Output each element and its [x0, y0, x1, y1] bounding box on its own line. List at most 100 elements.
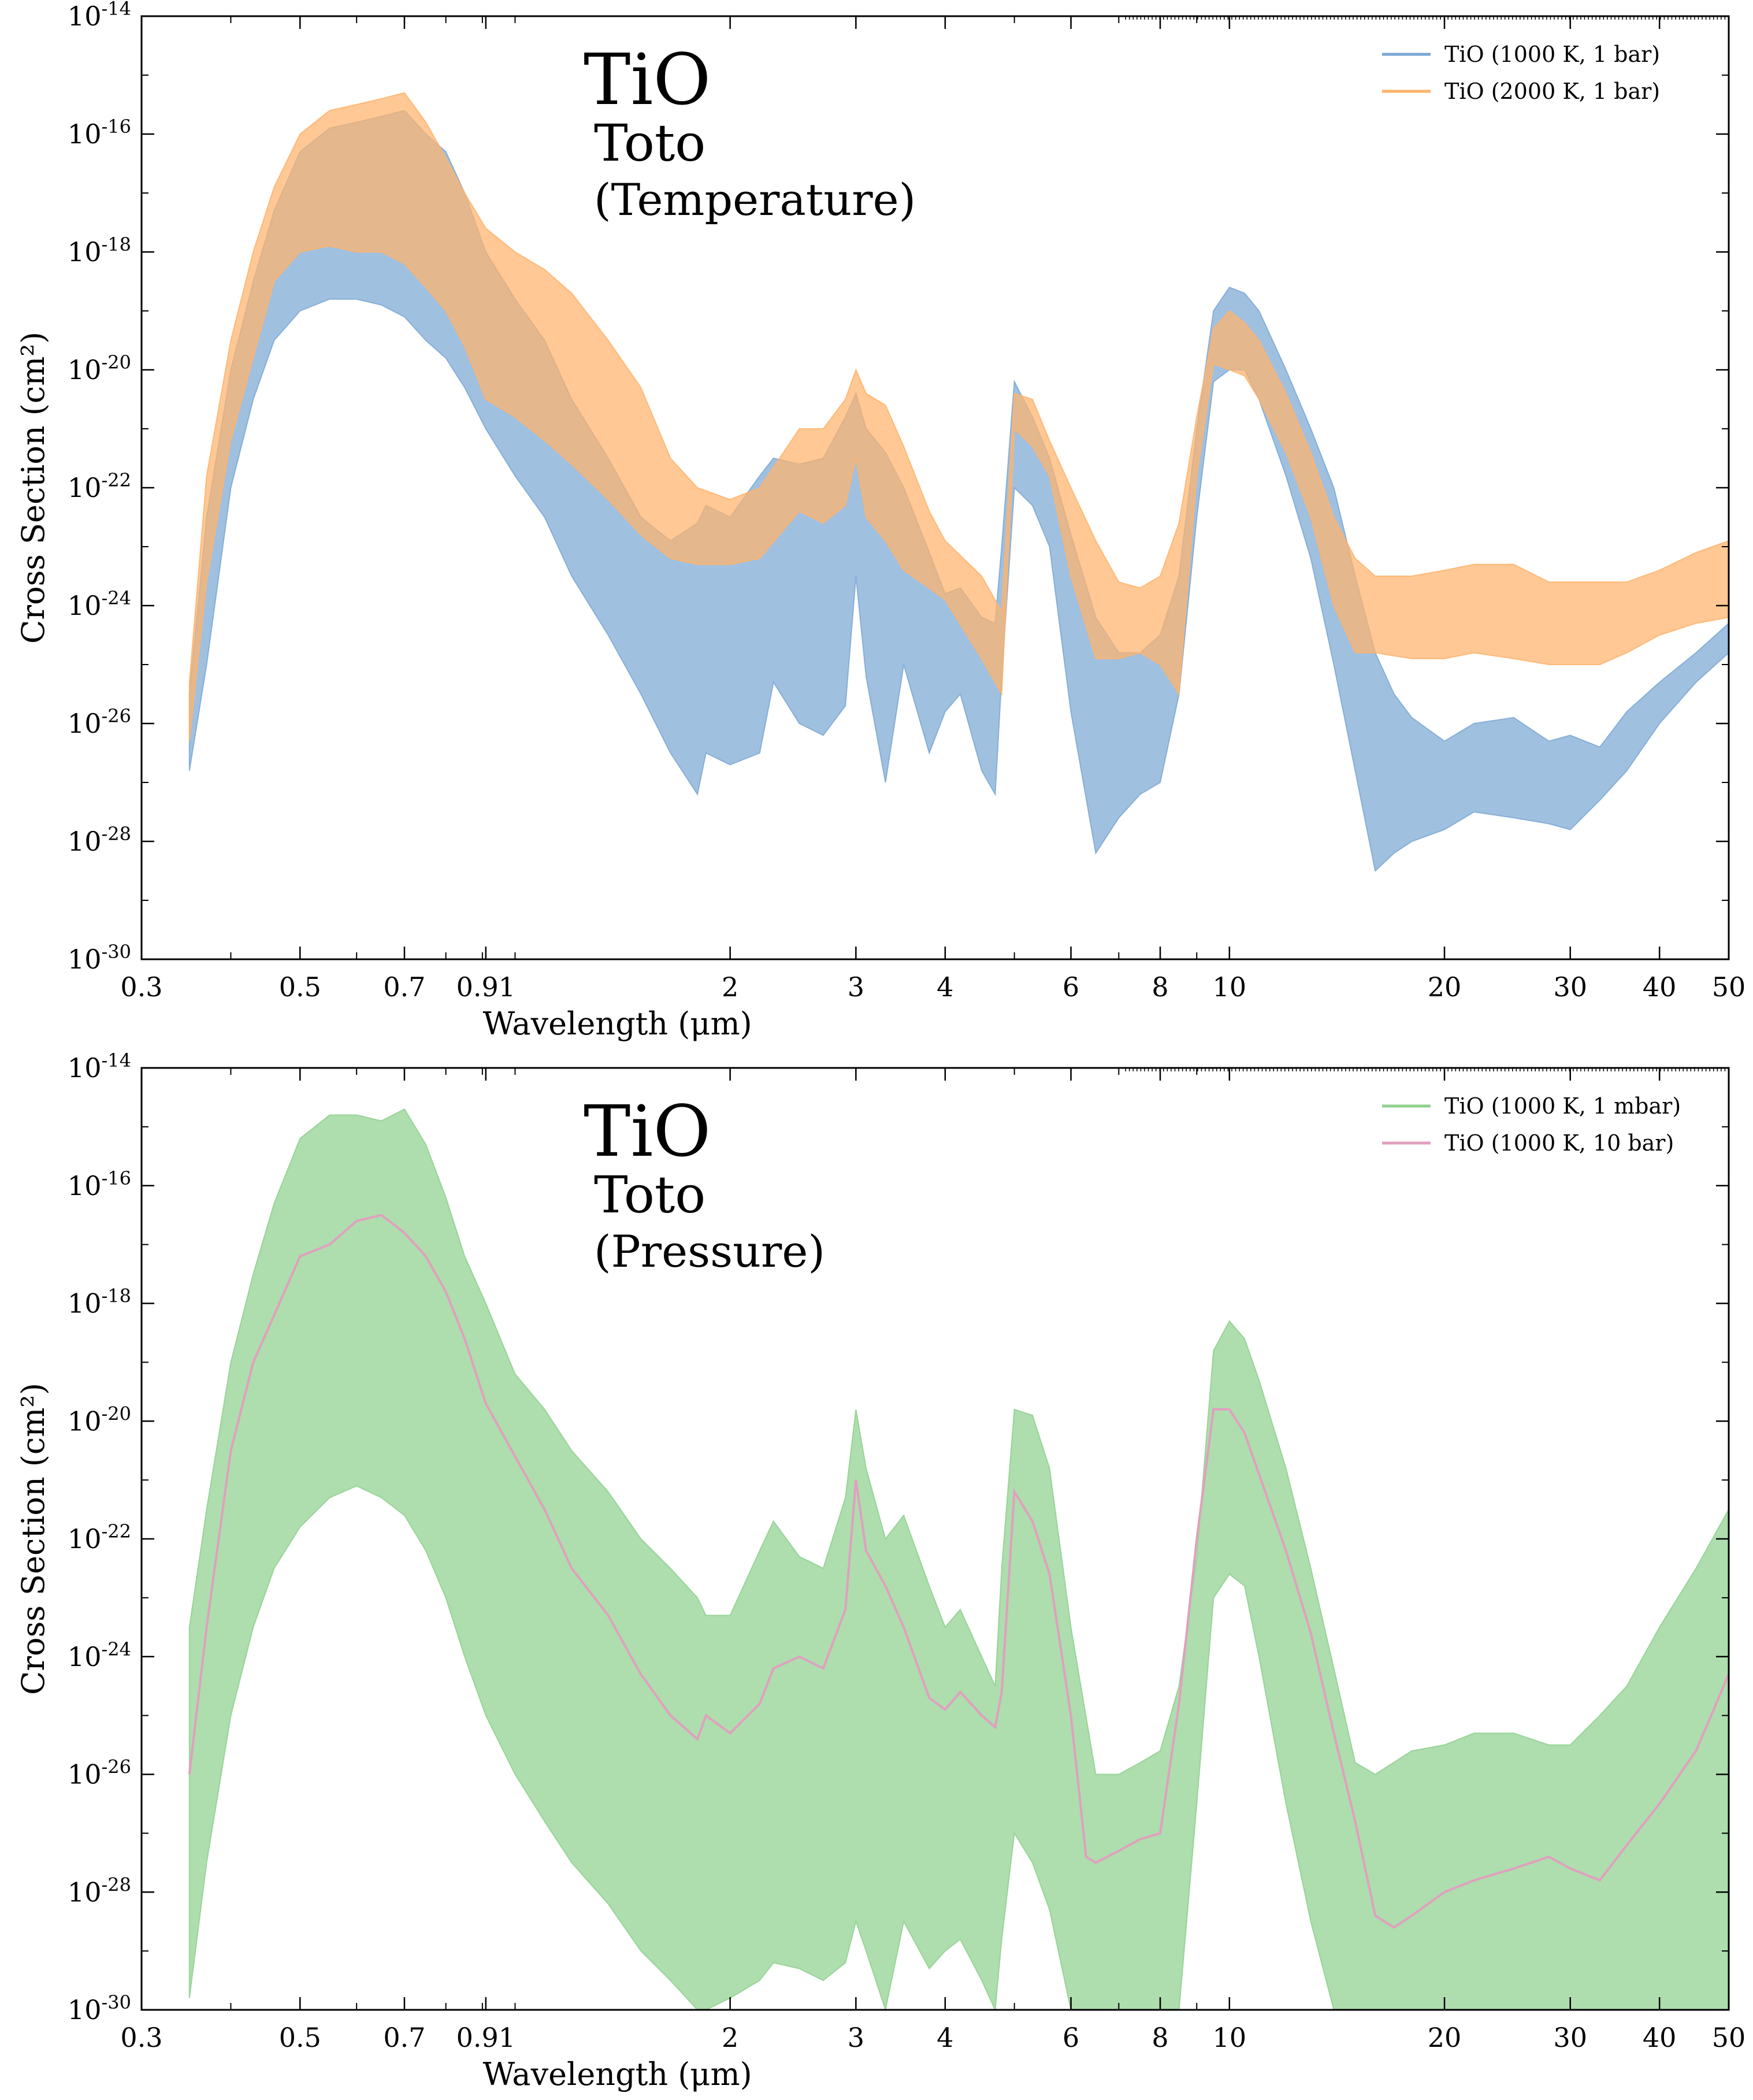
x-tick-label: 40: [1643, 2022, 1677, 2053]
y-axis-label: Cross Section (cm²): [15, 1383, 51, 1695]
y-tick-exponent: -20: [101, 351, 131, 373]
y-tick-base: 10: [68, 1876, 102, 1908]
x-tick-label: 0.3: [120, 2022, 162, 2053]
legend-label: TiO (1000 K, 1 bar): [1444, 42, 1660, 67]
chart-title: TiO: [584, 1090, 711, 1173]
y-tick-base: 10: [68, 1641, 102, 1672]
y-tick-base: 10: [68, 1523, 102, 1554]
y-tick-exponent: -14: [101, 0, 131, 20]
y-tick-base: 10: [68, 826, 102, 857]
y-tick-exponent: -28: [101, 823, 131, 845]
y-tick-label: 10-18: [68, 1285, 131, 1319]
y-tick-exponent: -14: [101, 1049, 131, 1071]
y-tick-label: 10-28: [68, 1873, 131, 1908]
x-tick-label: 30: [1553, 2022, 1587, 2053]
y-tick-label: 10-26: [68, 705, 131, 739]
y-tick-base: 10: [68, 1, 102, 32]
x-tick-label: 0.7: [383, 971, 425, 1003]
chart-subtitle: Toto: [594, 113, 705, 173]
y-tick-base: 10: [68, 708, 102, 739]
x-tick-label: 4: [937, 2022, 953, 2053]
x-tick-label: 20: [1428, 2022, 1462, 2053]
y-tick-label: 10-22: [68, 1520, 131, 1554]
x-tick-label: 50: [1712, 971, 1746, 1003]
x-tick-label: 8: [1152, 971, 1168, 1003]
x-tick-label: 8: [1152, 2022, 1168, 2053]
plot-area: [188, 92, 1729, 872]
y-tick-label: 10-30: [68, 941, 131, 975]
series-1-band: [188, 110, 1729, 872]
y-tick-base: 10: [68, 354, 102, 385]
y-tick-exponent: -30: [101, 1991, 131, 2013]
x-tick-label: 3: [848, 971, 864, 1003]
y-tick-exponent: -16: [101, 116, 131, 138]
y-tick-base: 10: [68, 1759, 102, 1790]
y-tick-label: 10-30: [68, 1991, 131, 2025]
x-axis-label: Wavelength (μm): [483, 2056, 752, 2092]
plot-area: [188, 1108, 1729, 2010]
legend-label: TiO (2000 K, 1 bar): [1444, 79, 1660, 104]
x-tick-label: 0.91: [456, 2022, 515, 2053]
x-tick-label: 0.3: [120, 971, 162, 1003]
y-tick-label: 10-14: [68, 0, 131, 32]
y-tick-exponent: -30: [101, 941, 131, 963]
x-tick-label: 0.5: [279, 971, 321, 1003]
x-tick-label: 3: [848, 2022, 864, 2053]
y-tick-label: 10-14: [68, 1049, 131, 1084]
x-tick-label: 10: [1213, 2022, 1247, 2053]
y-tick-label: 10-22: [68, 469, 131, 503]
chart-subtitle-condition: (Temperature): [594, 174, 916, 225]
y-tick-base: 10: [68, 590, 102, 621]
series-2-line: [188, 1214, 1729, 1929]
x-tick-label: 20: [1428, 971, 1462, 1003]
chart-subtitle: Toto: [594, 1165, 705, 1225]
y-tick-label: 10-28: [68, 823, 131, 857]
y-tick-exponent: -24: [101, 1638, 131, 1660]
y-tick-base: 10: [68, 1170, 102, 1201]
y-tick-label: 10-20: [68, 351, 131, 385]
series-1-band: [188, 1108, 1729, 2010]
x-axis-label: Wavelength (μm): [483, 1006, 752, 1042]
y-tick-base: 10: [68, 1052, 102, 1084]
y-tick-base: 10: [68, 944, 102, 975]
y-tick-label: 10-20: [68, 1403, 131, 1437]
chart-panel-1: 0.3 0.5 0.7 0.91 2 3 4 6 8 10 20 30 40 5010-1410-1610…: [15, 0, 1745, 1042]
y-tick-base: 10: [68, 1288, 102, 1319]
legend: TiO (1000 K, 1 mbar) TiO (1000 K, 10 bar): [1382, 1093, 1681, 1156]
y-tick-exponent: -22: [101, 469, 131, 491]
y-tick-base: 10: [68, 118, 102, 150]
y-tick-label: 10-18: [68, 233, 131, 268]
x-tick-label: 50: [1712, 2022, 1746, 2053]
x-tick-label: 4: [937, 971, 953, 1003]
legend: TiO (1000 K, 1 bar) TiO (2000 K, 1 bar): [1382, 42, 1660, 104]
y-tick-exponent: -18: [101, 233, 131, 255]
y-tick-label: 10-24: [68, 587, 131, 621]
y-tick-base: 10: [68, 1405, 102, 1437]
x-tick-label: 10: [1213, 971, 1247, 1003]
y-tick-exponent: -20: [101, 1403, 131, 1424]
chart-panel-2: 0.3 0.5 0.7 0.91 2 3 4 6 8 10 20 30 40 5010-1410-1610…: [15, 1049, 1745, 2092]
y-tick-label: 10-16: [68, 116, 131, 150]
chart-subtitle-condition: (Pressure): [594, 1226, 825, 1277]
y-tick-label: 10-24: [68, 1638, 131, 1672]
y-tick-base: 10: [68, 472, 102, 503]
y-tick-exponent: -16: [101, 1167, 131, 1189]
legend-label: TiO (1000 K, 10 bar): [1444, 1130, 1674, 1156]
y-axis-label: Cross Section (cm²): [15, 332, 51, 644]
y-tick-exponent: -24: [101, 587, 131, 609]
x-tick-label: 6: [1063, 2022, 1079, 2053]
y-tick-exponent: -26: [101, 705, 131, 727]
y-tick-base: 10: [68, 236, 102, 268]
x-tick-label: 0.7: [383, 2022, 425, 2053]
y-tick-exponent: -28: [101, 1873, 131, 1895]
legend-label: TiO (1000 K, 1 mbar): [1444, 1093, 1681, 1119]
x-tick-label: 0.91: [456, 971, 515, 1003]
y-tick-label: 10-26: [68, 1756, 131, 1790]
y-tick-exponent: -22: [101, 1520, 131, 1542]
y-tick-exponent: -26: [101, 1756, 131, 1778]
x-tick-label: 30: [1553, 971, 1587, 1003]
chart-title: TiO: [584, 39, 711, 121]
x-tick-label: 6: [1063, 971, 1079, 1003]
